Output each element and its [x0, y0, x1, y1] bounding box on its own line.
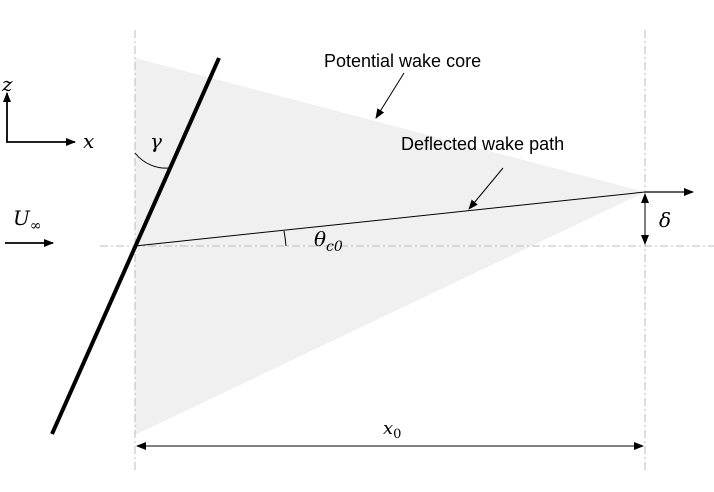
freestream-label: U∞ — [13, 206, 42, 234]
theta-label: θc0 — [314, 227, 343, 255]
axis-z-label: z — [1, 72, 13, 96]
gamma-label: γ — [150, 129, 162, 153]
delta-label: δ — [659, 208, 671, 232]
theta-symbol: θ — [314, 227, 326, 251]
freestream-subscript: ∞ — [30, 218, 42, 234]
deflected-wake-path-label: Deflected wake path — [401, 134, 564, 154]
freestream-symbol: U — [13, 206, 31, 230]
x0-symbol: x — [383, 418, 393, 439]
theta-angle-arc — [283, 230, 287, 247]
axis-x-label: x — [83, 129, 94, 153]
potential-wake-core-label: Potential wake core — [324, 51, 481, 71]
deflected-wake-path-leader — [468, 167, 504, 210]
x0-subscript: 0 — [393, 427, 401, 442]
potential-wake-core-leader — [375, 72, 405, 119]
x0-label: x0 — [383, 418, 401, 442]
deflected-wake-path-line — [134, 191, 646, 247]
gamma-angle-arc — [134, 152, 171, 169]
theta-subscript: c0 — [326, 239, 343, 255]
